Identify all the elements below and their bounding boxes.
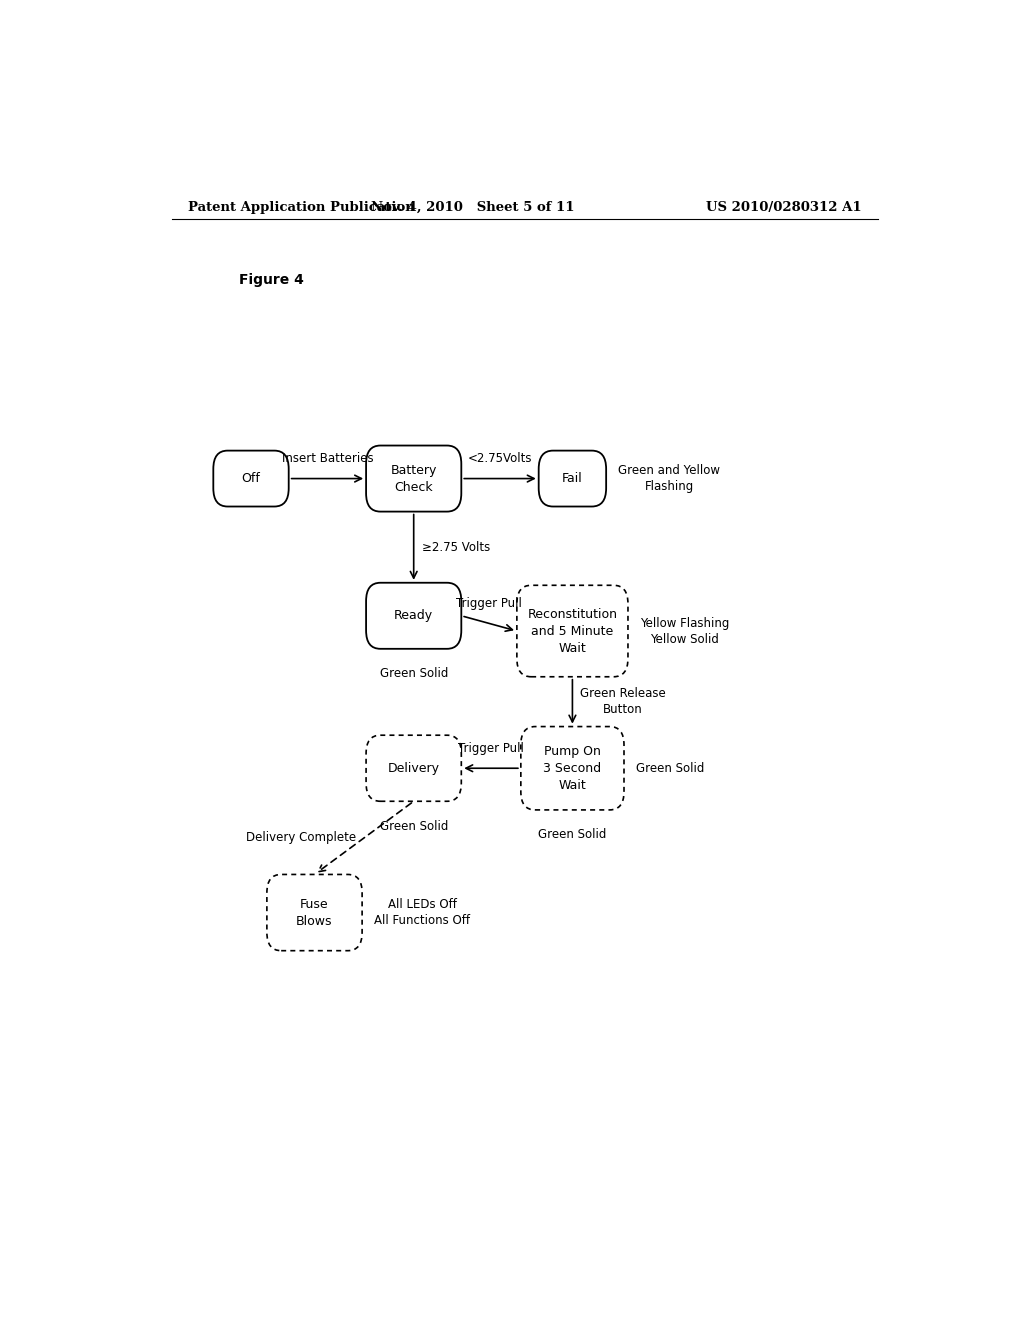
- Text: Reconstitution
and 5 Minute
Wait: Reconstitution and 5 Minute Wait: [527, 607, 617, 655]
- FancyBboxPatch shape: [367, 582, 461, 649]
- Text: Battery
Check: Battery Check: [390, 463, 437, 494]
- Text: Ready: Ready: [394, 610, 433, 622]
- FancyBboxPatch shape: [267, 874, 362, 950]
- FancyBboxPatch shape: [517, 585, 628, 677]
- Text: Delivery Complete: Delivery Complete: [246, 832, 356, 845]
- Text: Green Solid: Green Solid: [380, 820, 447, 833]
- Text: Green Release
Button: Green Release Button: [581, 688, 666, 717]
- Text: Patent Application Publication: Patent Application Publication: [187, 201, 415, 214]
- Text: US 2010/0280312 A1: US 2010/0280312 A1: [707, 201, 862, 214]
- Text: All LEDs Off
All Functions Off: All LEDs Off All Functions Off: [374, 898, 470, 927]
- Text: Green Solid: Green Solid: [380, 667, 447, 680]
- Text: Trigger Pull: Trigger Pull: [456, 597, 522, 610]
- FancyBboxPatch shape: [213, 450, 289, 507]
- Text: Off: Off: [242, 473, 260, 484]
- Text: Pump On
3 Second
Wait: Pump On 3 Second Wait: [544, 744, 601, 792]
- Text: Green Solid: Green Solid: [636, 762, 705, 775]
- Text: Green Solid: Green Solid: [539, 828, 606, 841]
- Text: Trigger Pull: Trigger Pull: [458, 742, 524, 755]
- Text: ≥2.75 Volts: ≥2.75 Volts: [422, 541, 489, 553]
- FancyBboxPatch shape: [539, 450, 606, 507]
- Text: Fuse
Blows: Fuse Blows: [296, 898, 333, 928]
- Text: <2.75Volts: <2.75Volts: [468, 453, 532, 466]
- Text: Green and Yellow
Flashing: Green and Yellow Flashing: [618, 465, 720, 494]
- Text: Nov. 4, 2010   Sheet 5 of 11: Nov. 4, 2010 Sheet 5 of 11: [372, 201, 574, 214]
- Text: Insert Batteries: Insert Batteries: [282, 453, 373, 466]
- FancyBboxPatch shape: [521, 726, 624, 810]
- Text: Figure 4: Figure 4: [240, 273, 304, 288]
- FancyBboxPatch shape: [367, 735, 461, 801]
- Text: Yellow Flashing
Yellow Solid: Yellow Flashing Yellow Solid: [640, 616, 729, 645]
- FancyBboxPatch shape: [367, 446, 461, 512]
- Text: Fail: Fail: [562, 473, 583, 484]
- Text: Delivery: Delivery: [388, 762, 439, 775]
